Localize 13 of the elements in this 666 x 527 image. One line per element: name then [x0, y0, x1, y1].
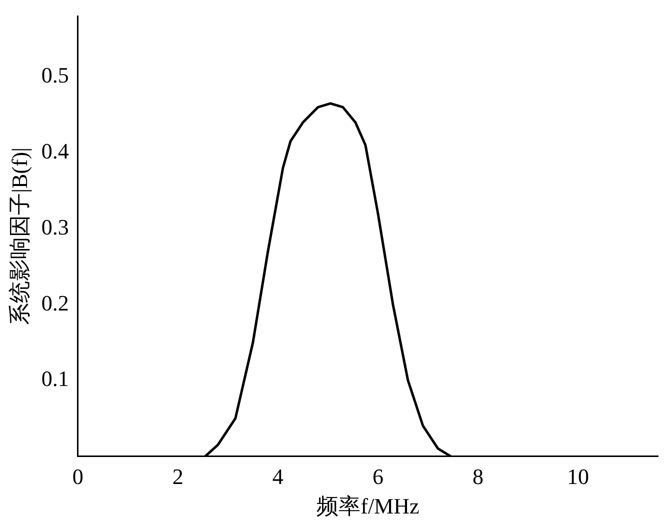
x-tick-label: 6 — [372, 464, 384, 490]
x-tick-label: 10 — [566, 464, 589, 490]
y-tick-label: 0.5 — [41, 62, 69, 88]
y-tick-label: 0.2 — [41, 290, 69, 316]
y-axis-title: 系统影响因子|B(f)| — [6, 147, 32, 325]
x-tick-label: 2 — [172, 464, 184, 490]
y-tick-label: 0.3 — [41, 214, 69, 240]
y-tick-label: 0.4 — [41, 138, 69, 164]
x-tick-label: 0 — [72, 464, 84, 490]
x-axis-title: 频率f/MHz — [316, 494, 420, 519]
x-tick-label: 4 — [272, 464, 284, 490]
y-tick-label: 0.1 — [41, 366, 69, 392]
x-tick-label: 8 — [472, 464, 484, 490]
